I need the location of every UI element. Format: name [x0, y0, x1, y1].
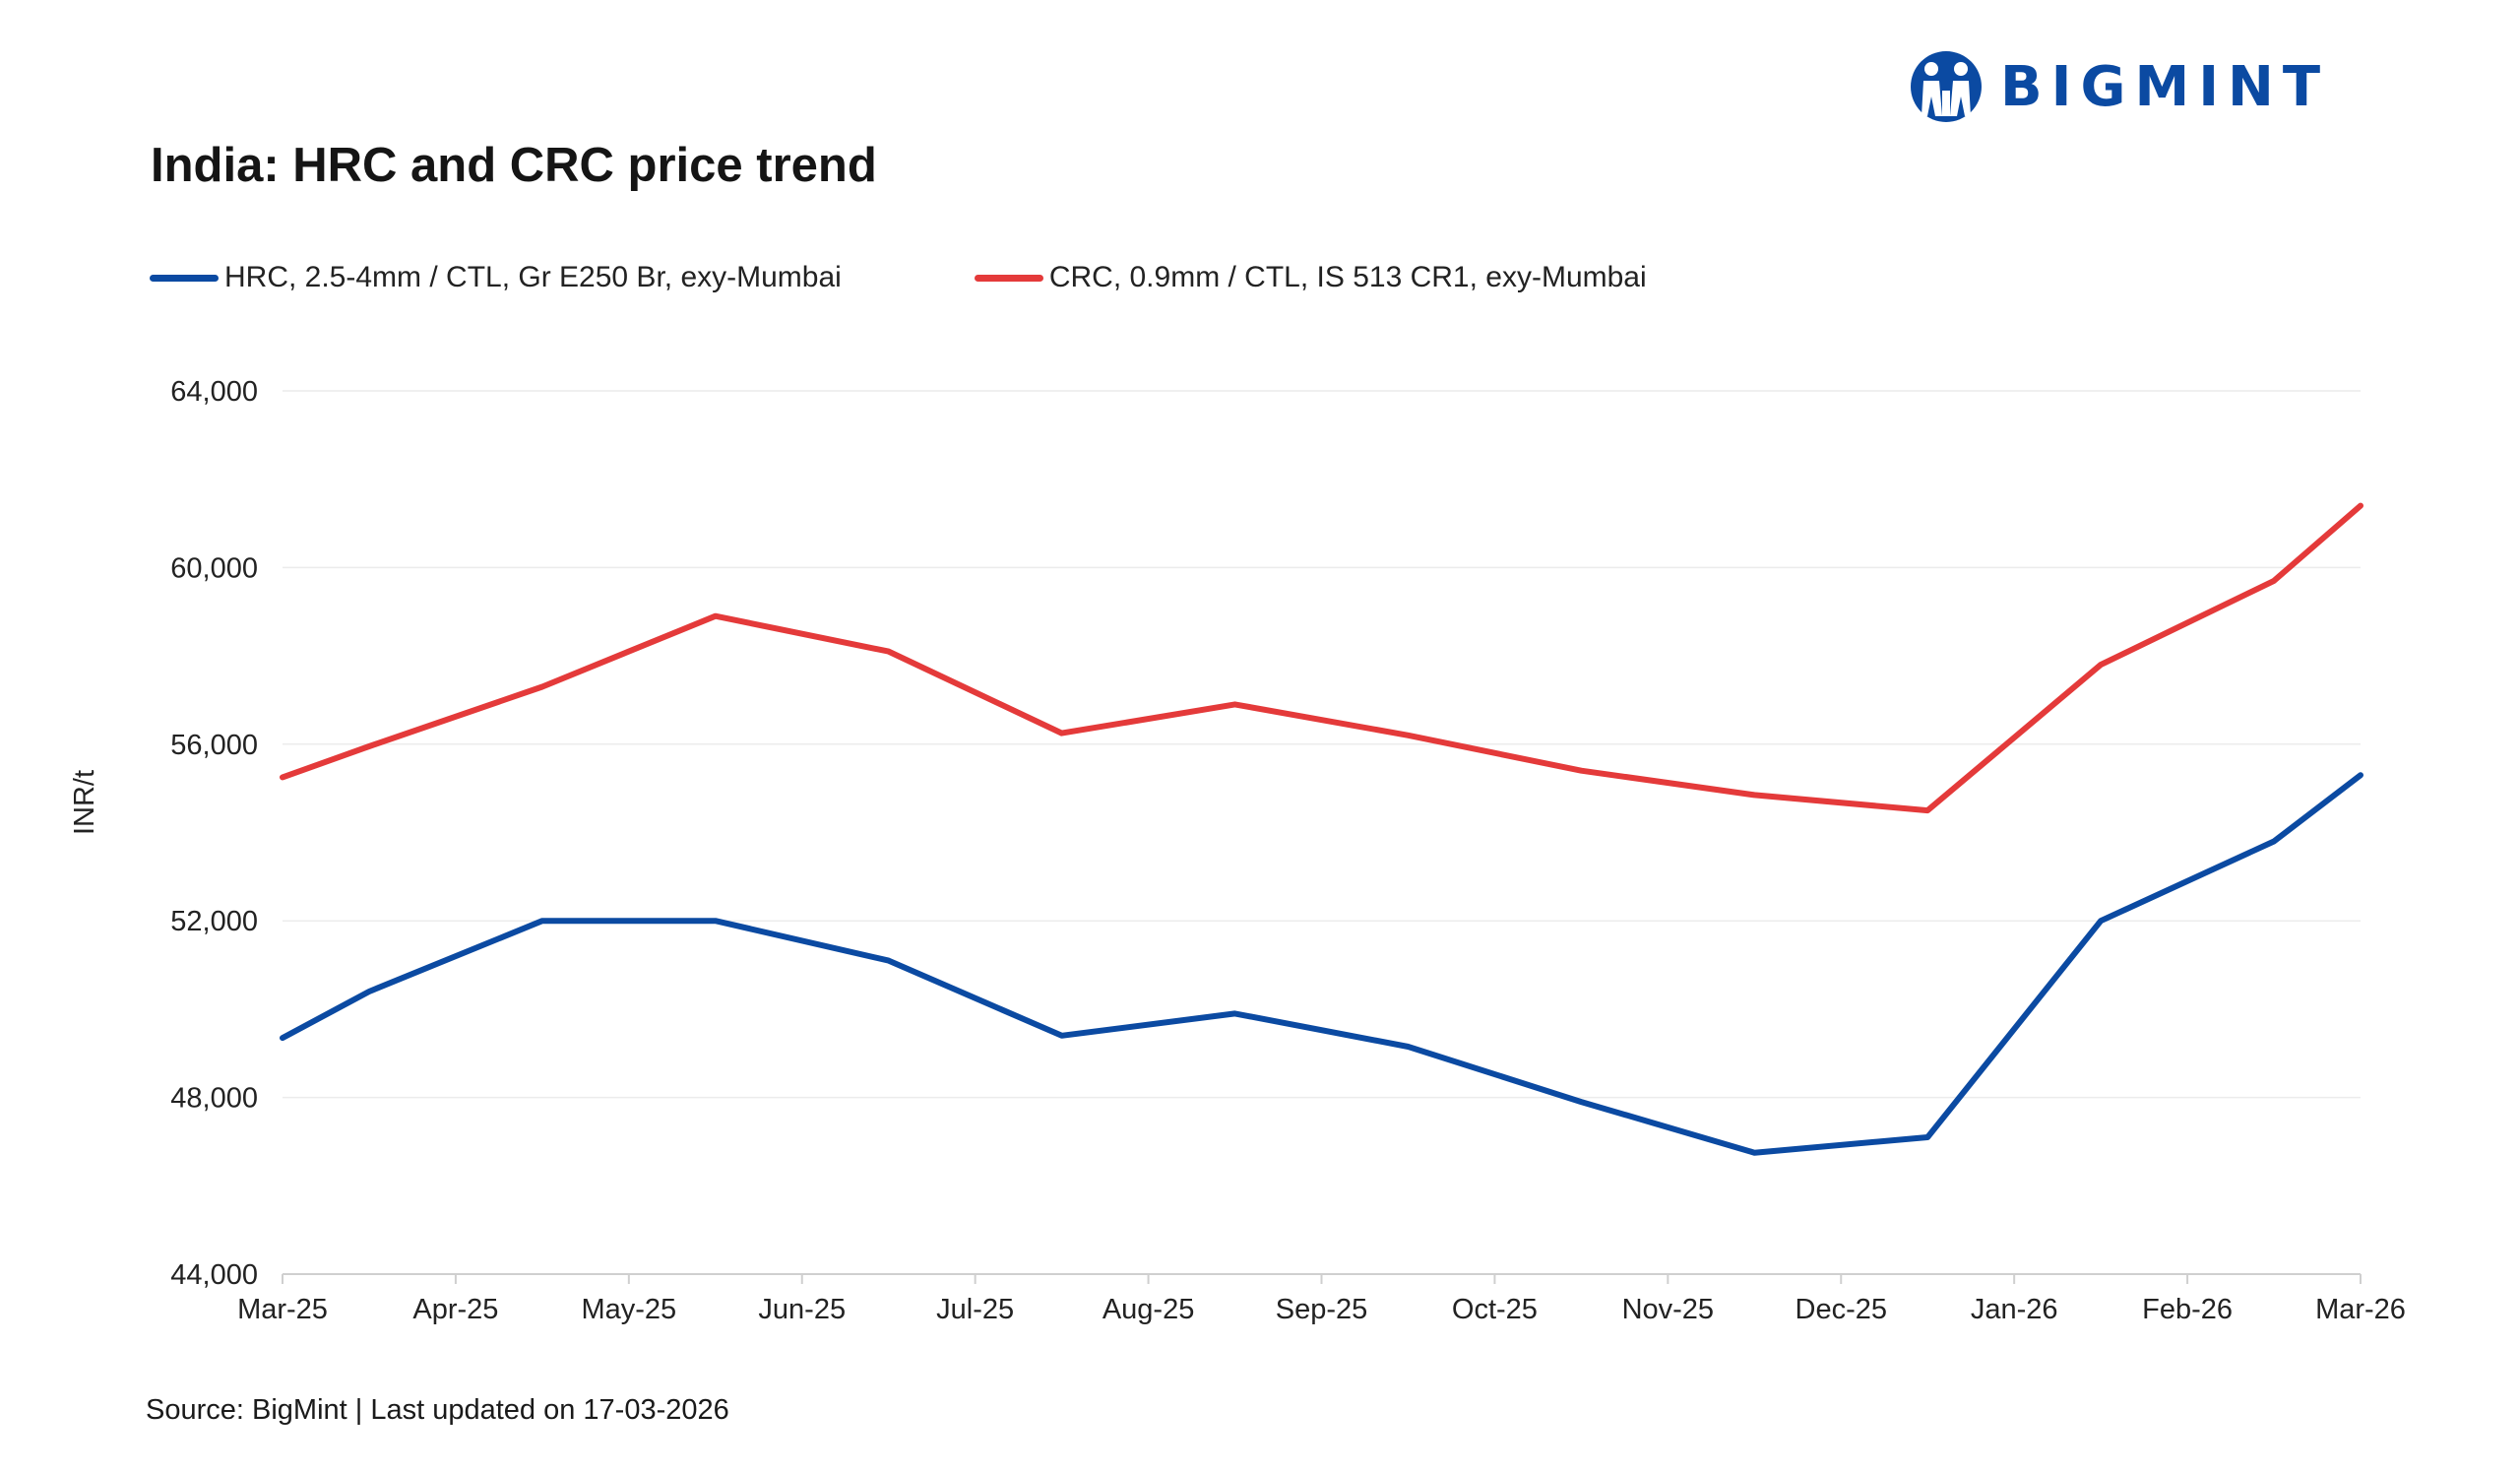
x-tick-label: Mar-26	[2315, 1294, 2406, 1325]
legend-swatch-crc	[974, 274, 1043, 282]
x-tick-label: Oct-25	[1452, 1294, 1538, 1325]
grid-layer	[283, 390, 2361, 1099]
y-tick-label: 64,000	[170, 376, 258, 408]
y-tick-label: 48,000	[170, 1083, 258, 1115]
legend-item-crc[interactable]: CRC, 0.9mm / CTL, IS 513 CR1, exy-Mumbai	[974, 261, 1647, 294]
bigmint-logo-icon	[1911, 51, 1982, 122]
x-tick-label: Jul-25	[936, 1294, 1014, 1325]
y-tick-label: 52,000	[170, 906, 258, 937]
series-line-hrc[interactable]	[280, 772, 2363, 1156]
x-tick-label: Aug-25	[1102, 1294, 1195, 1325]
y-axis-label: INR/t	[69, 770, 100, 835]
series-layer	[280, 502, 2363, 1156]
source-label: Source: BigMint | Last updated on	[146, 1394, 584, 1426]
legend-item-hrc[interactable]: HRC, 2.5-4mm / CTL, Gr E250 Br, exy-Mumb…	[150, 261, 842, 294]
series-line-crc[interactable]	[280, 502, 2363, 814]
x-tick-label: Dec-25	[1796, 1294, 1888, 1325]
bigmint-logo-text: BIGMINT	[2000, 54, 2330, 119]
x-tick-label: Sep-25	[1276, 1294, 1368, 1325]
x-tick-label: May-25	[581, 1294, 676, 1325]
x-tick-label: Mar-25	[237, 1294, 328, 1325]
x-tick-label: Feb-26	[2142, 1294, 2233, 1325]
legend-label-crc: CRC, 0.9mm / CTL, IS 513 CR1, exy-Mumbai	[1048, 261, 1647, 293]
x-tick-label: Jan-26	[1971, 1294, 2058, 1325]
chart-legend: HRC, 2.5-4mm / CTL, Gr E250 Br, exy-Mumb…	[150, 261, 1780, 294]
y-tick-label: 60,000	[170, 552, 258, 584]
updated-date: 17-03-2026	[583, 1394, 729, 1426]
axis-layer: 44,000 48,000 52,000 56,000 60,000 64,000 Mar-…	[170, 376, 2406, 1325]
bigmint-logo: BIGMINT	[1910, 45, 2329, 128]
legend-swatch-hrc	[150, 274, 219, 282]
x-tick-label: Apr-25	[412, 1294, 498, 1325]
x-tick-label: Nov-25	[1622, 1294, 1715, 1325]
source-footer: Source: BigMint | Last updated on 17-03-…	[146, 1394, 729, 1427]
x-tick-label: Jun-25	[758, 1294, 846, 1325]
chart-title: India: HRC and CRC price trend	[151, 139, 877, 192]
legend-label-hrc: HRC, 2.5-4mm / CTL, Gr E250 Br, exy-Mumb…	[224, 261, 842, 293]
y-tick-label: 56,000	[170, 730, 258, 761]
y-tick-label: 44,000	[170, 1259, 258, 1291]
